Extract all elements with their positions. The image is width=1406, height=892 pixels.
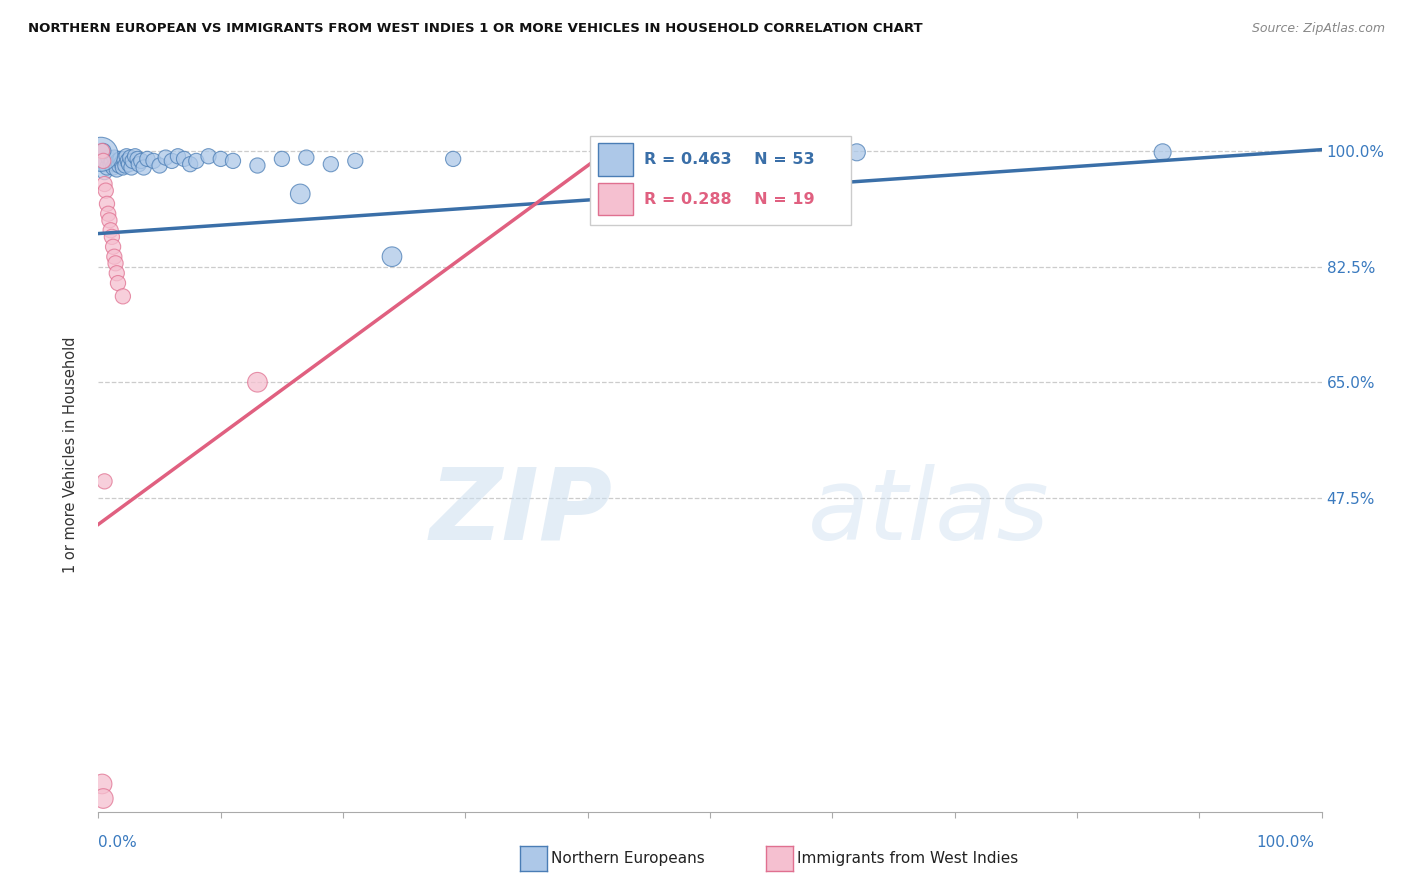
FancyBboxPatch shape	[599, 183, 634, 216]
Point	[104, 256, 127, 270]
Point	[100, 223, 122, 237]
Text: R = 0.288    N = 19: R = 0.288 N = 19	[644, 192, 815, 207]
Point	[101, 240, 124, 254]
Point	[124, 149, 146, 163]
Point	[101, 161, 124, 175]
Point	[118, 157, 141, 171]
Point	[101, 153, 124, 168]
Text: atlas: atlas	[808, 464, 1049, 560]
Point	[441, 152, 464, 166]
Point	[270, 152, 294, 166]
Point	[167, 149, 190, 163]
Point	[91, 144, 114, 158]
Text: NORTHERN EUROPEAN VS IMMIGRANTS FROM WEST INDIES 1 OR MORE VEHICLES IN HOUSEHOLD: NORTHERN EUROPEAN VS IMMIGRANTS FROM WES…	[28, 22, 922, 36]
Point	[179, 157, 201, 171]
Point	[114, 159, 136, 173]
Point	[107, 276, 129, 290]
Point	[100, 157, 122, 171]
Point	[111, 161, 134, 175]
Point	[1152, 145, 1174, 160]
Point	[117, 153, 139, 168]
Point	[112, 152, 135, 166]
Y-axis label: 1 or more Vehicles in Household: 1 or more Vehicles in Household	[63, 336, 77, 574]
Point	[94, 184, 117, 198]
Point	[128, 157, 150, 171]
Point	[111, 156, 134, 170]
Point	[91, 791, 114, 805]
Point	[344, 153, 367, 168]
Point	[845, 145, 868, 160]
Point	[98, 213, 121, 227]
Point	[319, 157, 342, 171]
Point	[105, 266, 128, 280]
Text: 0.0%: 0.0%	[98, 836, 138, 850]
Point	[91, 153, 114, 168]
Point	[93, 165, 115, 179]
Text: ZIP: ZIP	[429, 464, 612, 560]
Point	[197, 149, 219, 163]
Point	[96, 197, 118, 211]
Text: Source: ZipAtlas.com: Source: ZipAtlas.com	[1251, 22, 1385, 36]
Point	[142, 153, 165, 168]
Point	[107, 153, 129, 168]
Point	[186, 153, 208, 168]
Text: Northern Europeans: Northern Europeans	[551, 851, 704, 865]
Text: 100.0%: 100.0%	[1257, 836, 1315, 850]
Point	[96, 161, 118, 175]
Point	[173, 152, 195, 166]
Point	[91, 157, 114, 171]
Point	[101, 230, 124, 244]
Point	[136, 152, 159, 166]
Point	[155, 151, 177, 165]
Point	[91, 144, 114, 158]
Point	[97, 207, 120, 221]
Point	[290, 186, 312, 201]
Point	[97, 151, 120, 165]
FancyBboxPatch shape	[599, 143, 634, 176]
Point	[105, 162, 128, 177]
Point	[103, 151, 125, 165]
Point	[108, 159, 131, 173]
Point	[295, 151, 318, 165]
Point	[120, 151, 142, 165]
Point	[246, 376, 269, 390]
Point	[90, 147, 112, 161]
Point	[93, 177, 115, 191]
Point	[111, 289, 134, 303]
Point	[91, 777, 114, 791]
Point	[160, 153, 183, 168]
Point	[129, 153, 152, 168]
Text: Immigrants from West Indies: Immigrants from West Indies	[797, 851, 1018, 865]
Point	[121, 153, 143, 168]
Point	[748, 145, 770, 160]
Point	[127, 152, 149, 166]
Point	[381, 250, 404, 264]
Point	[103, 250, 125, 264]
Point	[120, 161, 142, 175]
Point	[93, 475, 115, 489]
Point	[110, 152, 132, 166]
Point	[246, 159, 269, 173]
Point	[209, 152, 232, 166]
Point	[132, 161, 155, 175]
FancyBboxPatch shape	[591, 136, 852, 225]
Point	[115, 149, 138, 163]
Point	[104, 157, 127, 171]
Text: R = 0.463    N = 53: R = 0.463 N = 53	[644, 152, 815, 167]
Point	[149, 159, 172, 173]
Point	[222, 153, 245, 168]
